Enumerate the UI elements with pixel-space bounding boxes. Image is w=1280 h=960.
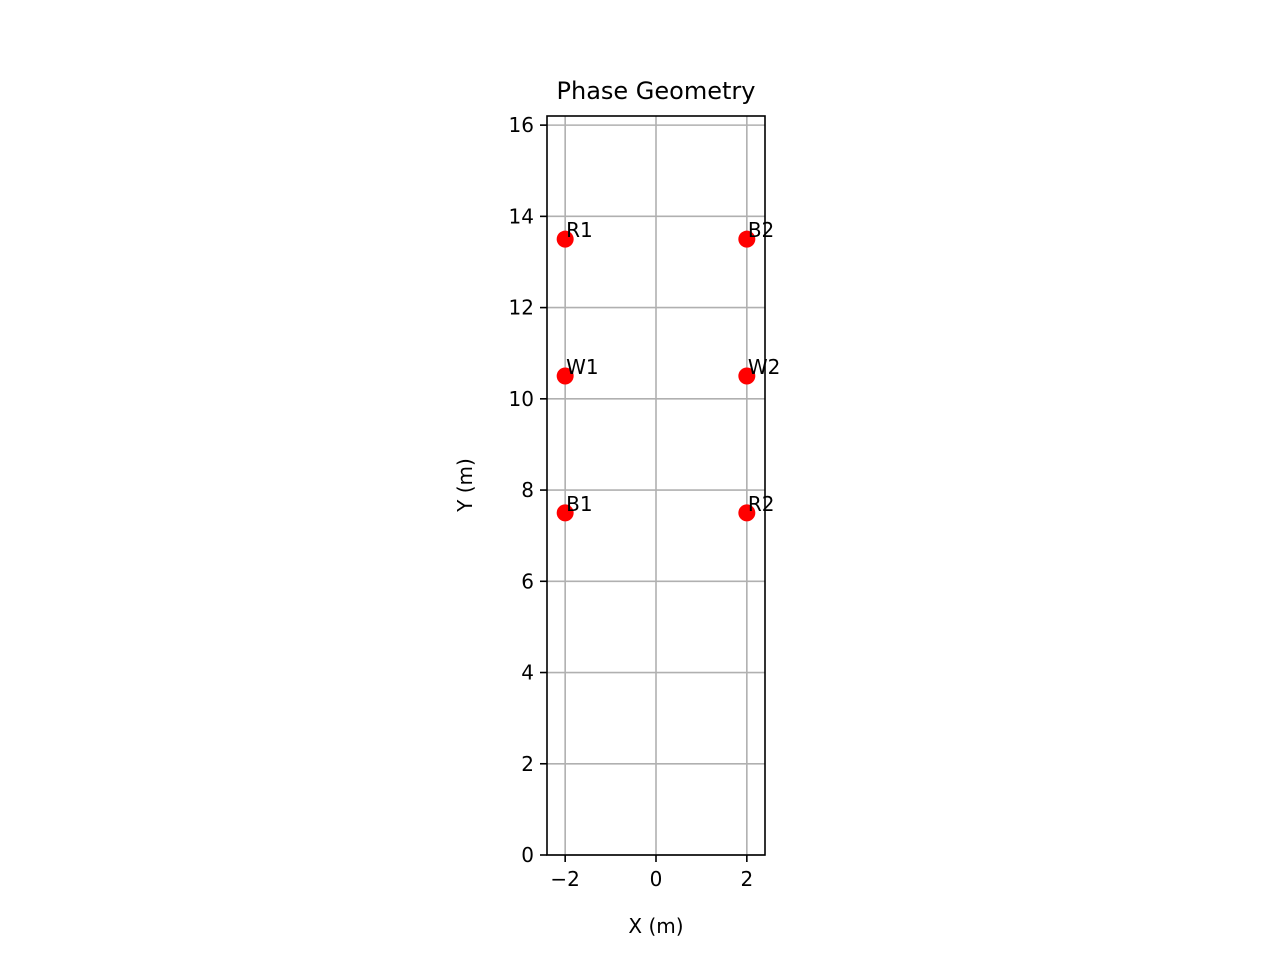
y-tick-label: 2 [521,752,534,776]
y-tick-label: 8 [521,478,534,502]
x-axis-label: X (m) [628,914,683,938]
y-tick-label: 0 [521,843,534,867]
data-point-r2 [738,504,756,522]
y-tick-label: 12 [509,296,534,320]
y-axis-label: Y (m) [453,458,477,513]
point-label-r2: R2 [748,492,775,516]
point-label-w2: W2 [748,355,781,379]
y-tick-label: 4 [521,661,534,685]
data-point-w1 [556,367,574,385]
chart-title: Phase Geometry [557,77,756,105]
x-tick-label: 0 [650,867,663,891]
data-point-b1 [556,504,574,522]
y-tick-label: 6 [521,569,534,593]
x-tick-label: 2 [740,867,753,891]
point-label-b2: B2 [748,218,774,242]
data-point-w2 [738,367,756,385]
y-tick-label: 14 [509,204,534,228]
axis-ticks: −2 0 2 0 2 4 6 8 10 12 14 16 [509,113,754,891]
data-point-r1 [556,230,574,248]
point-label-w1: W1 [566,355,599,379]
point-label-b1: B1 [566,492,592,516]
y-tick-label: 16 [509,113,534,137]
x-tick-label: −2 [550,867,579,891]
data-points: R1 W1 B1 B2 W2 R2 [556,218,781,522]
data-point-b2 [738,230,756,248]
point-label-r1: R1 [566,218,593,242]
y-tick-label: 10 [509,387,534,411]
